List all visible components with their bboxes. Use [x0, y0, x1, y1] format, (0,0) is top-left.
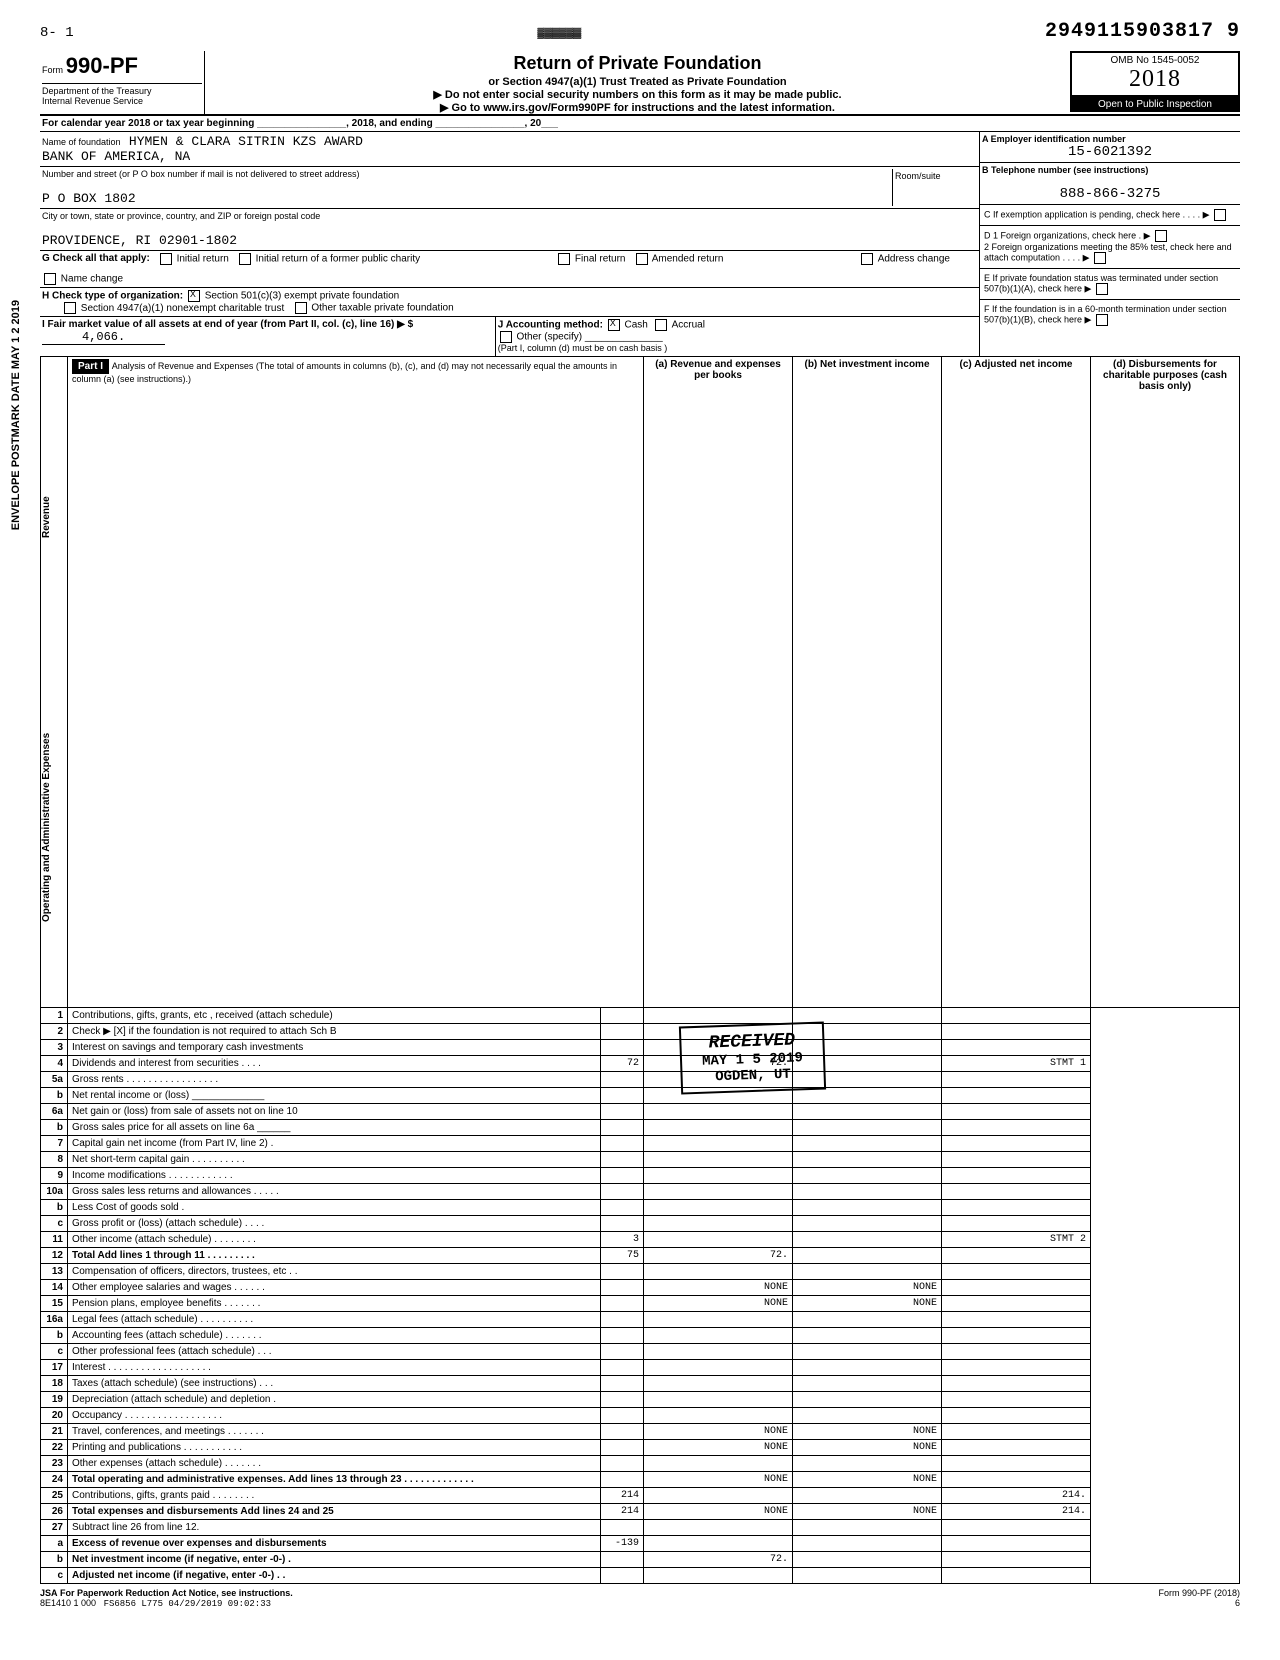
table-row: 6a Net gain or (loss) from sale of asset… [41, 1104, 1240, 1120]
accounting-method: J Accounting method: Cash Accrual Other … [496, 317, 979, 356]
table-row: 14 Other employee salaries and wages . .… [41, 1280, 1240, 1296]
table-row: 17 Interest . . . . . . . . . . . . . . … [41, 1360, 1240, 1376]
table-row: 19 Depreciation (attach schedule) and de… [41, 1392, 1240, 1408]
title: Return of Private Foundation [205, 53, 1070, 74]
form-number: 990-PF [66, 53, 138, 78]
table-row: 1 Contributions, gifts, grants, etc , re… [41, 1008, 1240, 1024]
postmark-stamp: ENVELOPE POSTMARK DATE MAY 1 2 2019 [10, 300, 22, 530]
checkbox-cash[interactable] [608, 319, 620, 331]
form-title-block: Return of Private Foundation or Section … [205, 51, 1070, 114]
table-row: b Accounting fees (attach schedule) . . … [41, 1328, 1240, 1344]
table-row: b Gross sales price for all assets on li… [41, 1120, 1240, 1136]
table-row: 18 Taxes (attach schedule) (see instruct… [41, 1376, 1240, 1392]
bank-name: BANK OF AMERICA, NA [42, 149, 190, 164]
ein: 15-6021392 [982, 144, 1238, 160]
dln: 2949115903817 9 [1045, 20, 1240, 43]
table-row: 12 Total Add lines 1 through 11 . . . . … [41, 1248, 1240, 1264]
table-row: 27 Subtract line 26 from line 12. [41, 1520, 1240, 1536]
table-row: 23 Other expenses (attach schedule) . . … [41, 1456, 1240, 1472]
table-row: 10a Gross sales less returns and allowan… [41, 1184, 1240, 1200]
check-g: G Check all that apply: Initial return I… [40, 251, 979, 288]
table-row: 15 Pension plans, employee benefits . . … [41, 1296, 1240, 1312]
fmv-block: I Fair market value of all assets at end… [40, 317, 496, 356]
fmv-value: 4,066. [42, 330, 165, 345]
table-row: 7 Capital gain net income (from Part IV,… [41, 1136, 1240, 1152]
year-block: OMB No 1545-0052 2018 Open to Public Ins… [1070, 51, 1240, 114]
table-row: c Gross profit or (loss) (attach schedul… [41, 1216, 1240, 1232]
calendar-line: For calendar year 2018 or tax year begin… [40, 116, 1240, 132]
table-row: a Excess of revenue over expenses and di… [41, 1536, 1240, 1552]
table-row: 2 Check ▶ [X] if the foundation is not r… [41, 1024, 1240, 1040]
check-h: H Check type of organization: Section 50… [40, 288, 979, 317]
table-row: 21 Travel, conferences, and meetings . .… [41, 1424, 1240, 1440]
checkbox-501c3[interactable] [188, 290, 200, 302]
table-row: 3 Interest on savings and temporary cash… [41, 1040, 1240, 1056]
table-row: 11 Other income (attach schedule) . . . … [41, 1232, 1240, 1248]
table-row: c Other professional fees (attach schedu… [41, 1344, 1240, 1360]
revenue-label: Revenue [41, 397, 52, 637]
received-stamp: RECEIVED MAY 1 5 2019 OGDEN, UT [679, 1021, 826, 1094]
table-row: 22 Printing and publications . . . . . .… [41, 1440, 1240, 1456]
table-row: 26 Total expenses and disbursements Add … [41, 1504, 1240, 1520]
phone: 888-866-3275 [982, 186, 1238, 202]
table-row: b Net investment income (if negative, en… [41, 1552, 1240, 1568]
table-row: 13 Compensation of officers, directors, … [41, 1264, 1240, 1280]
table-row: b Net rental income or (loss) __________… [41, 1088, 1240, 1104]
table-row: 4 Dividends and interest from securities… [41, 1056, 1240, 1072]
table-row: 9 Income modifications . . . . . . . . .… [41, 1168, 1240, 1184]
top-code: 8- 1 [40, 25, 74, 41]
form-box: Form 990-PF Department of the Treasury I… [40, 51, 205, 114]
table-row: 8 Net short-term capital gain . . . . . … [41, 1152, 1240, 1168]
table-row: 24 Total operating and administrative ex… [41, 1472, 1240, 1488]
table-row: c Adjusted net income (if negative, ente… [41, 1568, 1240, 1584]
expenses-label: Operating and Administrative Expenses [41, 647, 52, 1007]
city-state-zip: PROVIDENCE, RI 02901-1802 [42, 233, 237, 248]
table-row: 20 Occupancy . . . . . . . . . . . . . .… [41, 1408, 1240, 1424]
table-row: b Less Cost of goods sold . [41, 1200, 1240, 1216]
tax-year: 2018 [1082, 66, 1228, 93]
po-box: P O BOX 1802 [42, 191, 136, 206]
foundation-name: HYMEN & CLARA SITRIN KZS AWARD [129, 134, 363, 149]
table-row: 16a Legal fees (attach schedule) . . . .… [41, 1312, 1240, 1328]
table-row: 25 Contributions, gifts, grants paid . .… [41, 1488, 1240, 1504]
footer: JSA For Paperwork Reduction Act Notice, … [40, 1588, 1240, 1609]
part1-header: Part I [72, 359, 109, 374]
redacted: ▓▓▓▓▓▓ [537, 28, 581, 39]
part1-table: Revenue Operating and Administrative Exp… [40, 356, 1240, 1584]
table-row: 5a Gross rents . . . . . . . . . . . . .… [41, 1072, 1240, 1088]
top-bar: 8- 1 ▓▓▓▓▓▓ 2949115903817 9 [40, 20, 1240, 43]
